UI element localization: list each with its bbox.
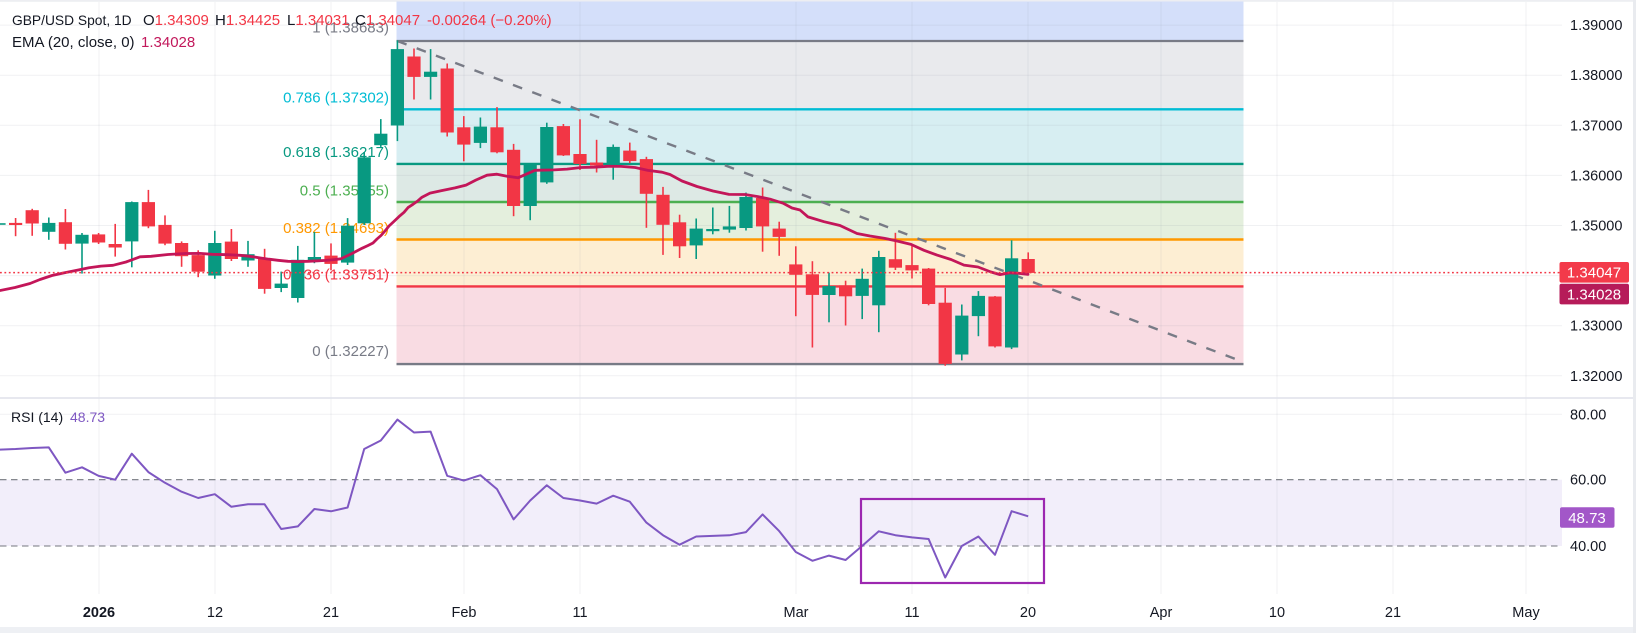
svg-text:1.34028: 1.34028	[141, 34, 195, 51]
svg-text:12: 12	[207, 605, 223, 621]
svg-text:1.33000: 1.33000	[1570, 319, 1622, 335]
svg-text:10: 10	[1269, 605, 1285, 621]
svg-text:RSI (14): RSI (14)	[11, 409, 63, 425]
svg-text:0.618 (1.36217): 0.618 (1.36217)	[283, 144, 389, 161]
svg-text:0.236 (1.33751): 0.236 (1.33751)	[283, 267, 389, 284]
svg-text:1 (1.38683): 1 (1.38683)	[312, 20, 389, 37]
svg-text:1.37000: 1.37000	[1570, 118, 1622, 134]
svg-text:1.32000: 1.32000	[1570, 369, 1622, 385]
svg-text:1.36000: 1.36000	[1570, 168, 1622, 184]
svg-text:11: 11	[904, 605, 919, 621]
svg-text:1.34047: 1.34047	[1567, 265, 1621, 282]
svg-text:O1.34309: O1.34309	[143, 12, 209, 29]
svg-text:1.34028: 1.34028	[1567, 286, 1621, 303]
svg-text:1.38000: 1.38000	[1570, 68, 1622, 84]
svg-text:1.39000: 1.39000	[1570, 18, 1622, 34]
svg-text:GBP/USD Spot, 1D: GBP/USD Spot, 1D	[12, 13, 132, 28]
svg-text:1.35000: 1.35000	[1570, 219, 1622, 235]
svg-text:2026: 2026	[83, 605, 115, 621]
svg-text:0.5 (1.35455): 0.5 (1.35455)	[300, 183, 389, 200]
svg-text:Apr: Apr	[1150, 605, 1173, 621]
svg-text:20: 20	[1020, 605, 1036, 621]
svg-text:48.73: 48.73	[1568, 510, 1606, 527]
svg-text:48.73: 48.73	[70, 409, 105, 425]
svg-text:H1.34425: H1.34425	[215, 12, 280, 29]
svg-text:0.786 (1.37302): 0.786 (1.37302)	[283, 90, 389, 107]
svg-text:11: 11	[572, 605, 587, 621]
svg-text:Mar: Mar	[784, 605, 809, 621]
svg-text:L1.34031: L1.34031	[287, 12, 350, 29]
svg-text:40.00: 40.00	[1570, 539, 1606, 555]
svg-text:0.382 (1.34693): 0.382 (1.34693)	[283, 220, 389, 237]
svg-text:EMA (20, close, 0): EMA (20, close, 0)	[12, 34, 135, 51]
svg-text:80.00: 80.00	[1570, 407, 1606, 423]
svg-text:May: May	[1512, 605, 1540, 621]
svg-text:-0.00264 (−0.20%): -0.00264 (−0.20%)	[427, 12, 552, 29]
svg-text:Feb: Feb	[452, 605, 477, 621]
svg-text:21: 21	[323, 605, 339, 621]
svg-text:21: 21	[1385, 605, 1401, 621]
svg-text:60.00: 60.00	[1570, 473, 1606, 489]
svg-text:0 (1.32227): 0 (1.32227)	[312, 343, 389, 360]
svg-text:C1.34047: C1.34047	[355, 12, 420, 29]
